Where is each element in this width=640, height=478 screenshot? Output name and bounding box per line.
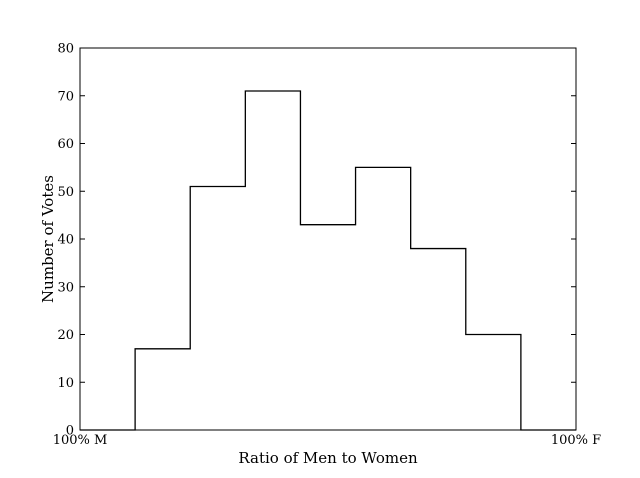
histogram-bar	[411, 249, 466, 430]
x-tick-label: 100% F	[551, 433, 601, 448]
histogram-marks	[80, 90, 576, 431]
y-tick-label: 20	[57, 328, 74, 343]
y-tick-label: 30	[57, 280, 74, 295]
y-axis-label: Number of Votes	[39, 175, 57, 303]
x-axis-label: Ratio of Men to Women	[238, 449, 418, 467]
histogram-bar	[356, 167, 411, 430]
x-tick-label: 100% M	[53, 433, 108, 448]
x-axis-ticks: 100% M 100% F	[53, 48, 601, 448]
histogram-bar	[245, 91, 300, 430]
plot-frame	[79, 47, 577, 431]
y-tick-label: 0	[66, 424, 74, 439]
y-axis-ticks: 0 10 20 30 40 50 60 70 80	[57, 42, 576, 439]
histogram-bar	[190, 186, 245, 430]
y-tick-label: 80	[57, 42, 74, 57]
histogram-step-line	[80, 90, 576, 431]
y-tick-label: 70	[57, 89, 74, 104]
y-tick-label: 60	[57, 137, 74, 152]
histogram-bar	[135, 349, 190, 430]
histogram-bar	[300, 225, 355, 430]
histogram-bar	[466, 335, 521, 431]
y-tick-label: 50	[57, 185, 74, 200]
y-tick-label: 40	[57, 233, 74, 248]
y-tick-label: 10	[57, 376, 74, 391]
